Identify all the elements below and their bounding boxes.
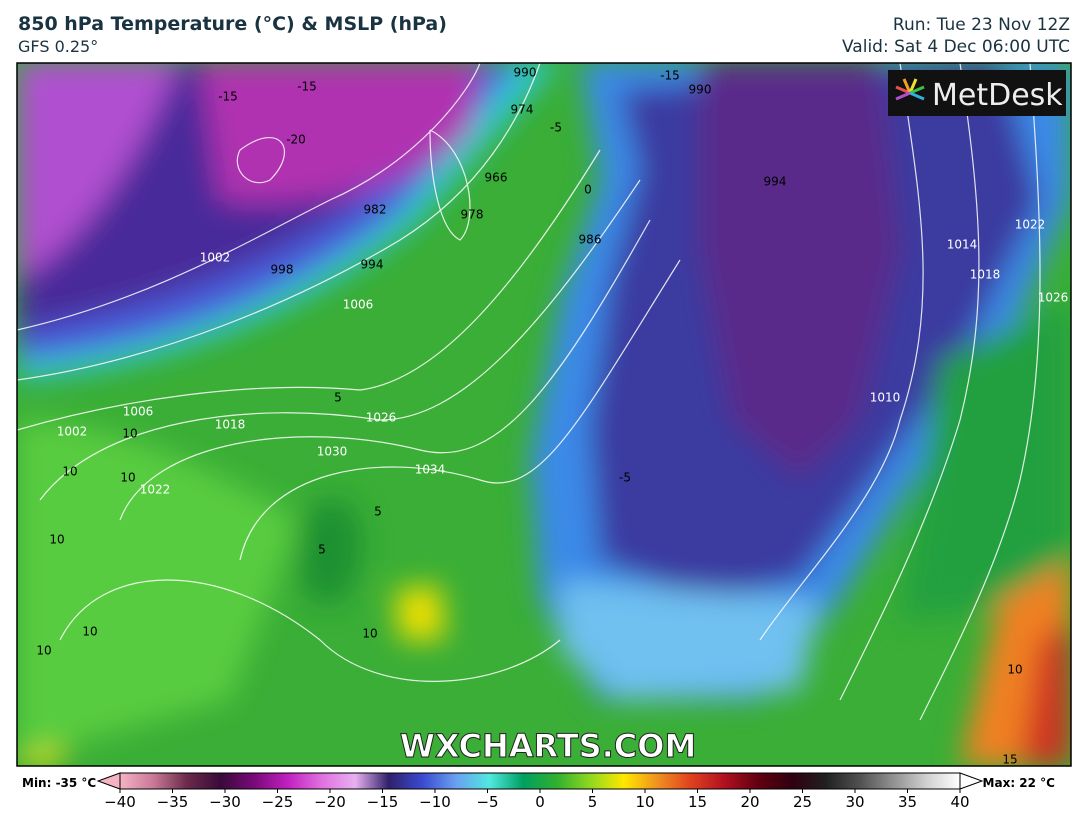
contour-label: 998	[271, 263, 294, 277]
colorbar-tick-label: 35	[898, 793, 917, 811]
contour-label: -15	[297, 80, 317, 94]
contour-label: -15	[218, 90, 238, 104]
colorbar-max: Max: 22 °C	[983, 776, 1056, 790]
colorbar-tick-label: −10	[419, 793, 451, 811]
contour-label: 978	[461, 208, 484, 222]
contour-label: -15	[660, 69, 680, 83]
colorbar-tick-label: −40	[104, 793, 136, 811]
colorbar-tick-label: −35	[157, 793, 189, 811]
contour-label: 1026	[1038, 291, 1069, 305]
contour-label: 10	[36, 644, 51, 658]
contour-label: 1026	[366, 411, 397, 425]
contour-label: -20	[286, 133, 306, 147]
contour-label: 0	[584, 183, 592, 197]
logo: MetDesk	[932, 78, 1063, 113]
contour-label: 15	[1002, 753, 1017, 767]
contour-label: 1030	[317, 445, 348, 459]
logo-icon	[895, 78, 925, 101]
contour-label: 5	[334, 391, 342, 405]
contour-label: 1002	[200, 251, 231, 265]
contour-label: 994	[764, 175, 787, 189]
title: 850 hPa Temperature (°C) & MSLP (hPa)	[18, 13, 447, 35]
colorbar-body	[119, 772, 961, 790]
run-time: Run: Tue 23 Nov 12Z	[892, 15, 1070, 35]
valid-time: Valid: Sat 4 Dec 06:00 UTC	[842, 37, 1070, 57]
colorbar-tick-label: 25	[793, 793, 812, 811]
contour-label: 10	[122, 427, 137, 441]
colorbar: −40 −35 −30 −25 −20 −15 −10 −5 0 5 10 15 20 25 30 35 40	[96, 772, 984, 811]
watermark: WXCHARTS.COM	[400, 727, 697, 765]
contour-label: 5	[374, 505, 382, 519]
colorbar-tick-label: 40	[950, 793, 969, 811]
contour-label: 994	[361, 258, 384, 272]
contour-label: 10	[120, 471, 135, 485]
contour-label: 10	[49, 533, 64, 547]
contour-label: 982	[364, 203, 387, 217]
contour-label: 10	[362, 627, 377, 641]
colorbar-tick-label: 20	[740, 793, 759, 811]
colorbar-tick-label: 10	[635, 793, 654, 811]
contour-label: 10	[62, 465, 77, 479]
contour-label: 966	[485, 171, 508, 185]
contour-label: -5	[619, 471, 631, 485]
contour-label: 986	[579, 233, 602, 247]
colorbar-tick-label: 15	[688, 793, 707, 811]
colorbar-tick-label: 30	[845, 793, 864, 811]
logo-box	[888, 70, 1066, 116]
contour-label: 1034	[415, 463, 446, 477]
colorbar-tick-label: 5	[588, 793, 598, 811]
colorbar-tick-label: 0	[535, 793, 545, 811]
contour-label: 1006	[123, 405, 154, 419]
colorbar-tick-label: −30	[209, 793, 241, 811]
contour-label: 1018	[215, 418, 246, 432]
colorbar-arrow-right	[959, 772, 984, 790]
contour-label: 1022	[140, 483, 171, 497]
contour-label: 990	[514, 66, 537, 80]
contour-label: 1010	[870, 391, 901, 405]
contour-label: 974	[511, 103, 534, 117]
contour-label: 10	[1007, 663, 1022, 677]
contour-label: 1018	[970, 268, 1001, 282]
colorbar-arrow-left	[96, 772, 121, 790]
contour-label: 1002	[57, 425, 88, 439]
contour-label: 10	[82, 625, 97, 639]
contour-label: 990	[689, 83, 712, 97]
model: GFS 0.25°	[18, 37, 99, 56]
contour-label: 1014	[947, 238, 978, 252]
contour-label: 1022	[1015, 218, 1046, 232]
map-frame	[16, 62, 1072, 767]
contour-label: 5	[318, 543, 326, 557]
colorbar-tick-label: −5	[476, 793, 498, 811]
contour-label: 1006	[343, 298, 374, 312]
map-field	[17, 63, 1071, 766]
colorbar-tick-label: −25	[262, 793, 294, 811]
contour-label: -5	[550, 121, 562, 135]
colorbar-tick-label: −20	[314, 793, 346, 811]
colorbar-tick-label: −15	[367, 793, 399, 811]
colorbar-min: Min: -35 °C	[22, 776, 96, 790]
